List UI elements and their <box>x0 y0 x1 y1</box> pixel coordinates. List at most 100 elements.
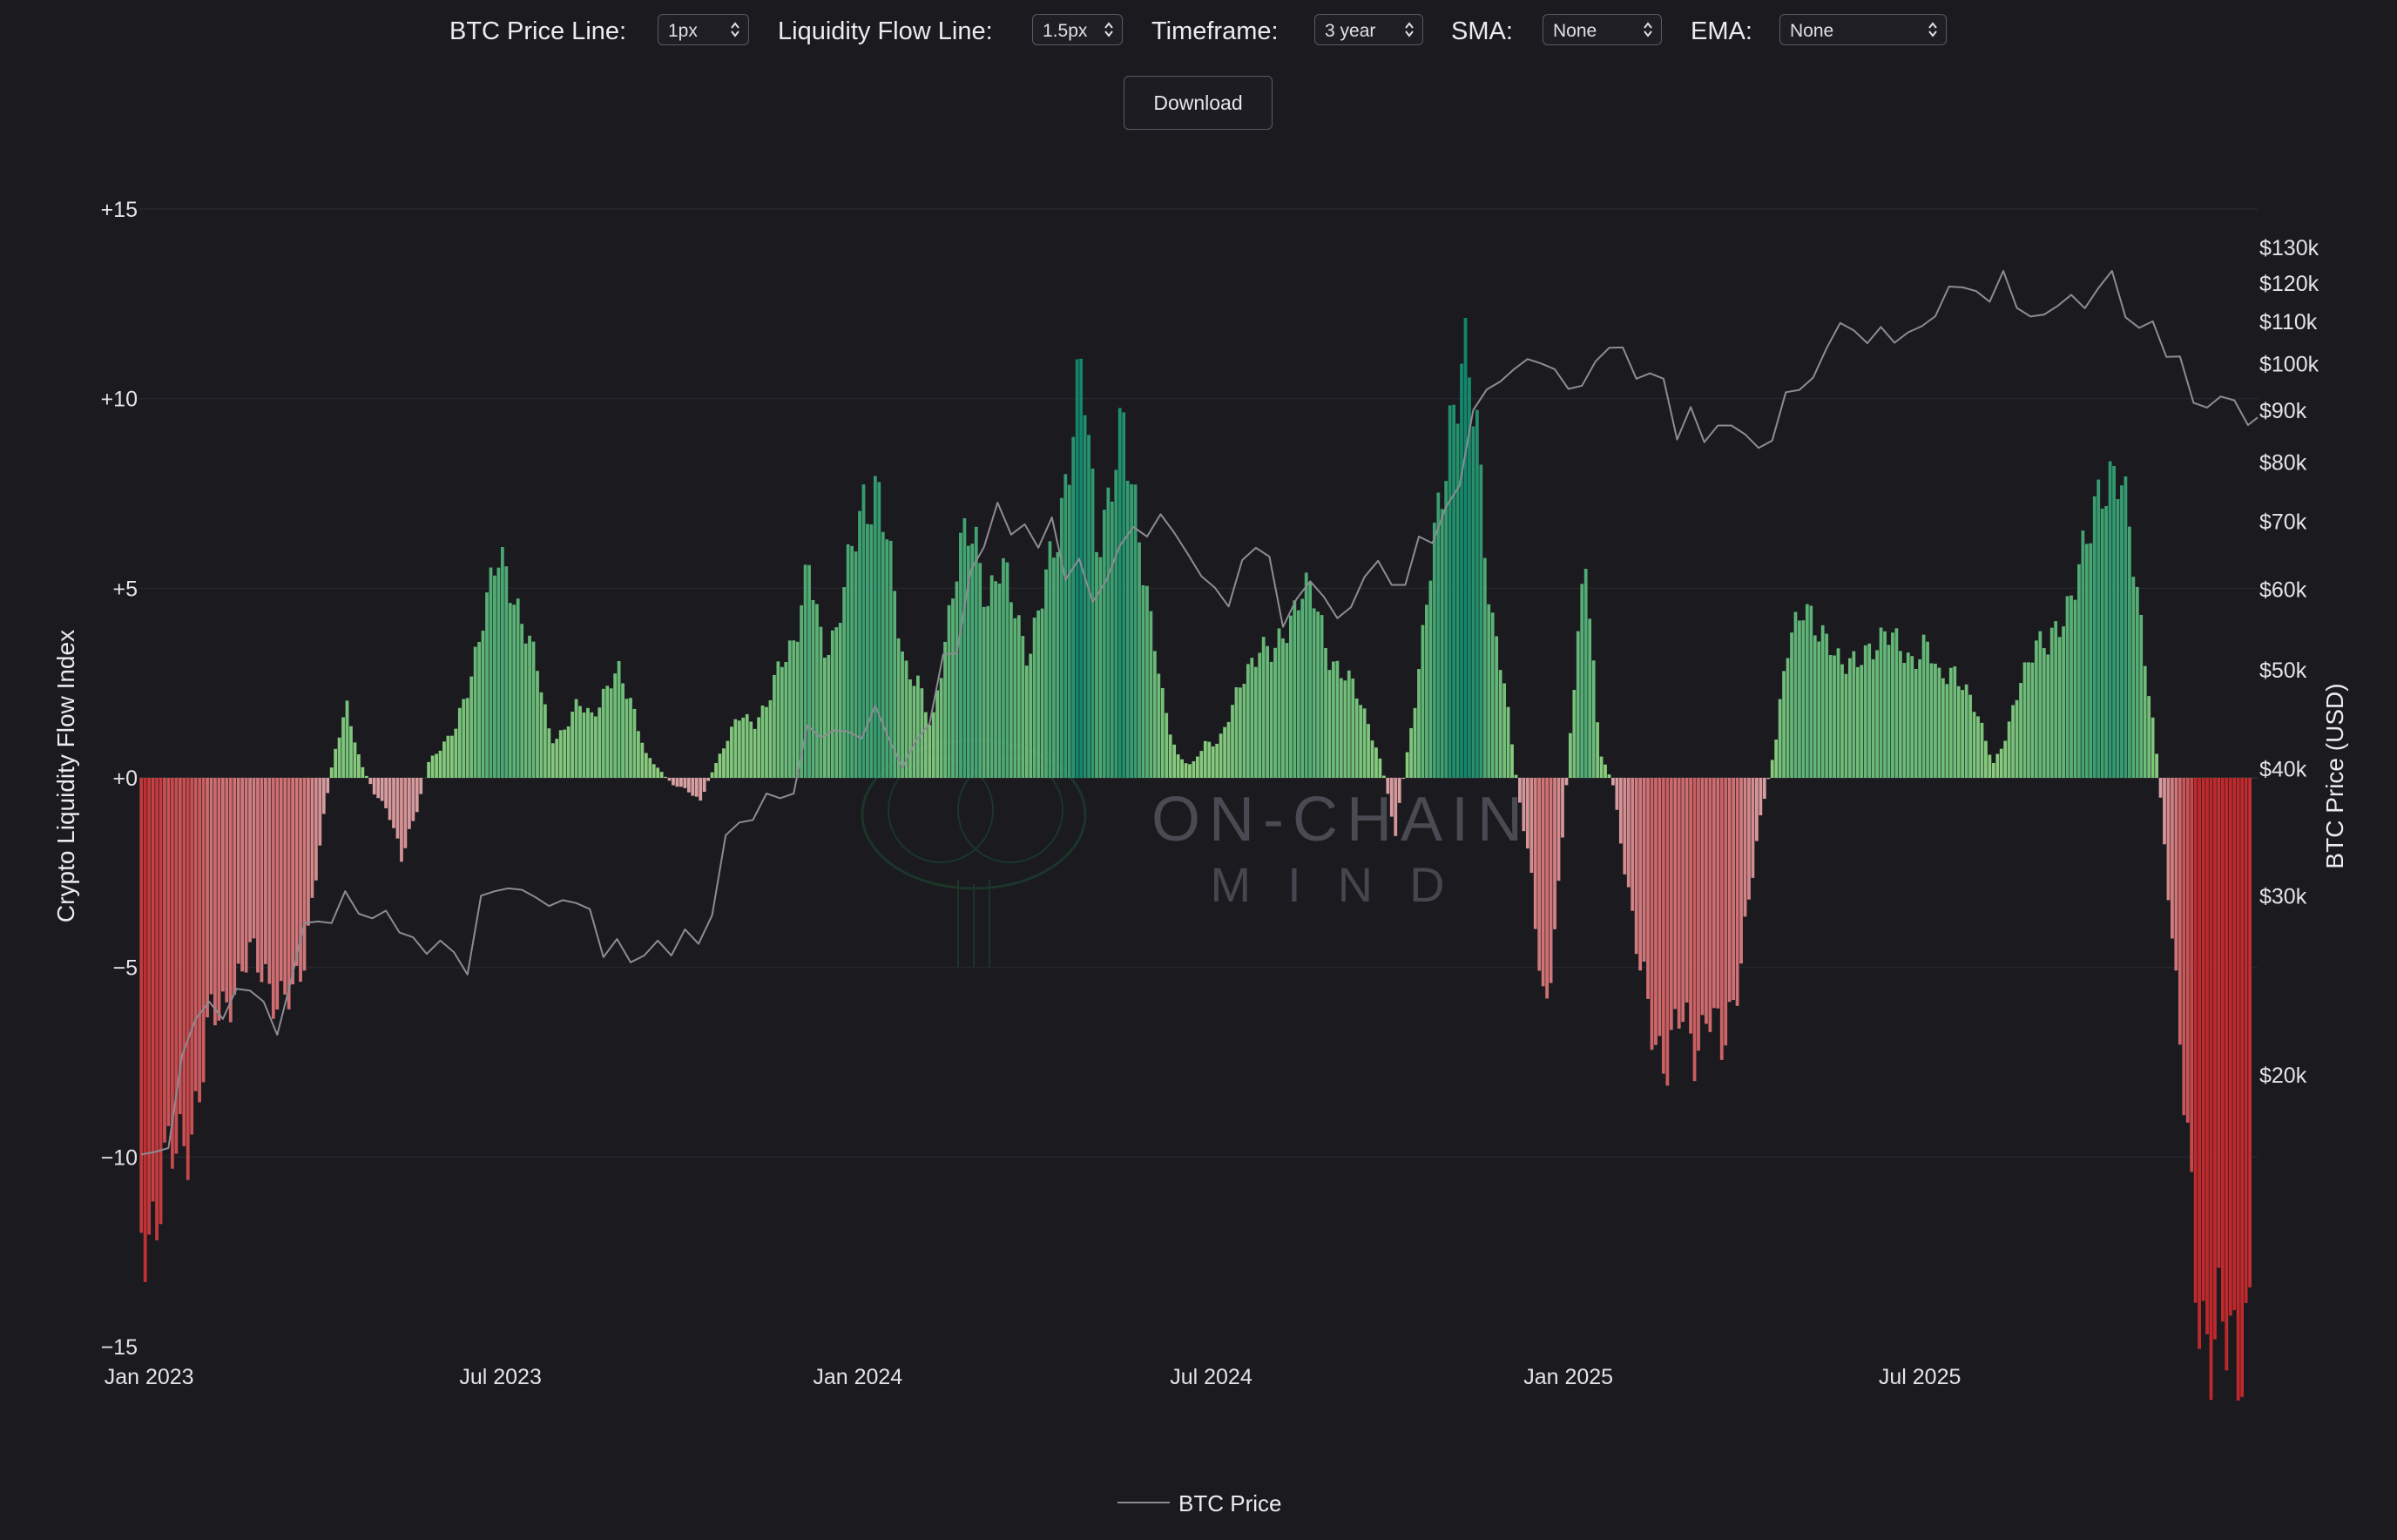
liquidity-flow-line-select[interactable]: 1.5px <box>1032 14 1123 45</box>
liquidity-bar <box>1114 469 1118 778</box>
liquidity-bar <box>159 778 163 1225</box>
liquidity-bar <box>1894 628 1899 778</box>
liquidity-bar <box>1840 664 1844 778</box>
liquidity-bar <box>1961 690 1965 778</box>
liquidity-bar <box>1381 775 1386 778</box>
liquidity-bar <box>2030 662 2035 778</box>
liquidity-bar <box>186 778 190 1180</box>
liquidity-bar <box>550 743 555 778</box>
liquidity-bar <box>1685 778 1689 1003</box>
liquidity-bar <box>2065 596 2070 778</box>
liquidity-bar <box>407 778 411 829</box>
liquidity-bar <box>1320 615 1324 778</box>
liquidity-bar <box>2166 778 2171 901</box>
liquidity-bar <box>834 627 839 778</box>
liquidity-bar <box>1016 615 1021 778</box>
ema-select[interactable]: None <box>1779 14 1947 45</box>
liquidity-bar <box>427 761 431 778</box>
liquidity-bar <box>1611 778 1615 786</box>
liquidity-bar <box>213 778 217 1026</box>
sma-select[interactable]: None <box>1543 14 1662 45</box>
liquidity-bar <box>1405 752 1409 778</box>
liquidity-bar <box>1296 610 1300 778</box>
liquidity-bar <box>617 660 621 778</box>
liquidity-bar <box>217 778 221 1021</box>
liquidity-bar <box>334 748 338 778</box>
liquidity-bar <box>233 778 237 995</box>
liquidity-bar <box>485 592 489 778</box>
liquidity-bar <box>915 675 920 778</box>
liquidity-bar <box>1561 778 1564 838</box>
liquidity-bar <box>171 778 174 1169</box>
right-tick-label: $60k <box>2259 578 2307 603</box>
liquidity-bar <box>1374 747 1378 778</box>
liquidity-bar <box>827 654 831 778</box>
liquidity-bar <box>1250 658 1254 778</box>
liquidity-bar <box>345 700 349 778</box>
liquidity-bar <box>2084 544 2089 778</box>
liquidity-bar <box>2077 564 2081 778</box>
watermark: ON-CHAIN MIND <box>861 739 1531 967</box>
liquidity-bar <box>1891 632 1894 778</box>
watermark-line-1: ON-CHAIN <box>1151 785 1531 854</box>
liquidity-bar <box>1980 722 1984 778</box>
liquidity-bar <box>1138 542 1141 778</box>
liquidity-bar <box>1281 638 1285 778</box>
liquidity-bar <box>1044 569 1048 778</box>
liquidity-bar <box>714 763 718 778</box>
liquidity-bar <box>986 605 990 778</box>
sma-label: SMA: <box>1451 17 1513 45</box>
liquidity-bar <box>539 692 544 778</box>
btc-price-line-value: 1px <box>668 21 698 41</box>
liquidity-bar <box>1324 648 1327 778</box>
liquidity-bar <box>1075 359 1079 778</box>
liquidity-bar <box>1727 778 1732 1003</box>
liquidity-bar <box>1522 778 1526 832</box>
liquidity-bar <box>578 706 582 778</box>
liquidity-bar <box>294 778 299 966</box>
liquidity-bar <box>442 741 446 778</box>
updown-chevron-icon <box>1928 22 1937 37</box>
liquidity-bar <box>1618 778 1623 844</box>
btc-price-line-select[interactable]: 1px <box>658 14 749 45</box>
liquidity-bar <box>1394 778 1398 836</box>
liquidity-bar <box>1929 663 1934 778</box>
liquidity-bar <box>881 531 885 778</box>
left-tick-label: −15 <box>101 1335 138 1360</box>
liquidity-bar <box>1631 778 1635 911</box>
liquidity-bar <box>1798 620 1801 778</box>
liquidity-bar <box>1335 660 1340 778</box>
liquidity-bar <box>1739 778 1743 964</box>
liquidity-bar <box>896 638 901 778</box>
liquidity-bar <box>384 778 388 808</box>
liquidity-bar <box>435 753 438 778</box>
liquidity-bar <box>1308 582 1313 778</box>
timeframe-select[interactable]: 3 year <box>1314 14 1423 45</box>
liquidity-bar <box>520 624 524 778</box>
right-tick-label: $30k <box>2259 884 2307 908</box>
liquidity-bar <box>1828 655 1833 778</box>
liquidity-bar <box>2198 778 2202 1349</box>
liquidity-bar <box>465 698 469 778</box>
liquidity-bar <box>1024 665 1029 778</box>
liquidity-bar <box>2244 778 2248 1303</box>
liquidity-bar <box>1246 664 1250 778</box>
liquidity-bar <box>1226 721 1231 778</box>
right-tick-label: $40k <box>2259 757 2307 781</box>
liquidity-bar <box>1669 778 1673 1030</box>
liquidity-bar <box>1215 743 1219 778</box>
liquidity-bar <box>260 778 264 983</box>
download-button[interactable]: Download <box>1124 76 1273 130</box>
left-tick-label: +5 <box>112 577 138 601</box>
liquidity-bar <box>904 660 908 778</box>
liquidity-bar <box>1490 612 1495 778</box>
liquidity-bar <box>1117 408 1122 778</box>
liquidity-bar <box>1719 778 1724 1060</box>
liquidity-bar <box>395 778 400 839</box>
liquidity-bar <box>489 567 493 778</box>
liquidity-bar <box>201 778 206 1083</box>
liquidity-bar <box>174 778 179 1154</box>
liquidity-bar <box>1152 651 1157 778</box>
liquidity-bar <box>1984 740 1988 778</box>
liquidity-bar <box>151 778 155 1202</box>
